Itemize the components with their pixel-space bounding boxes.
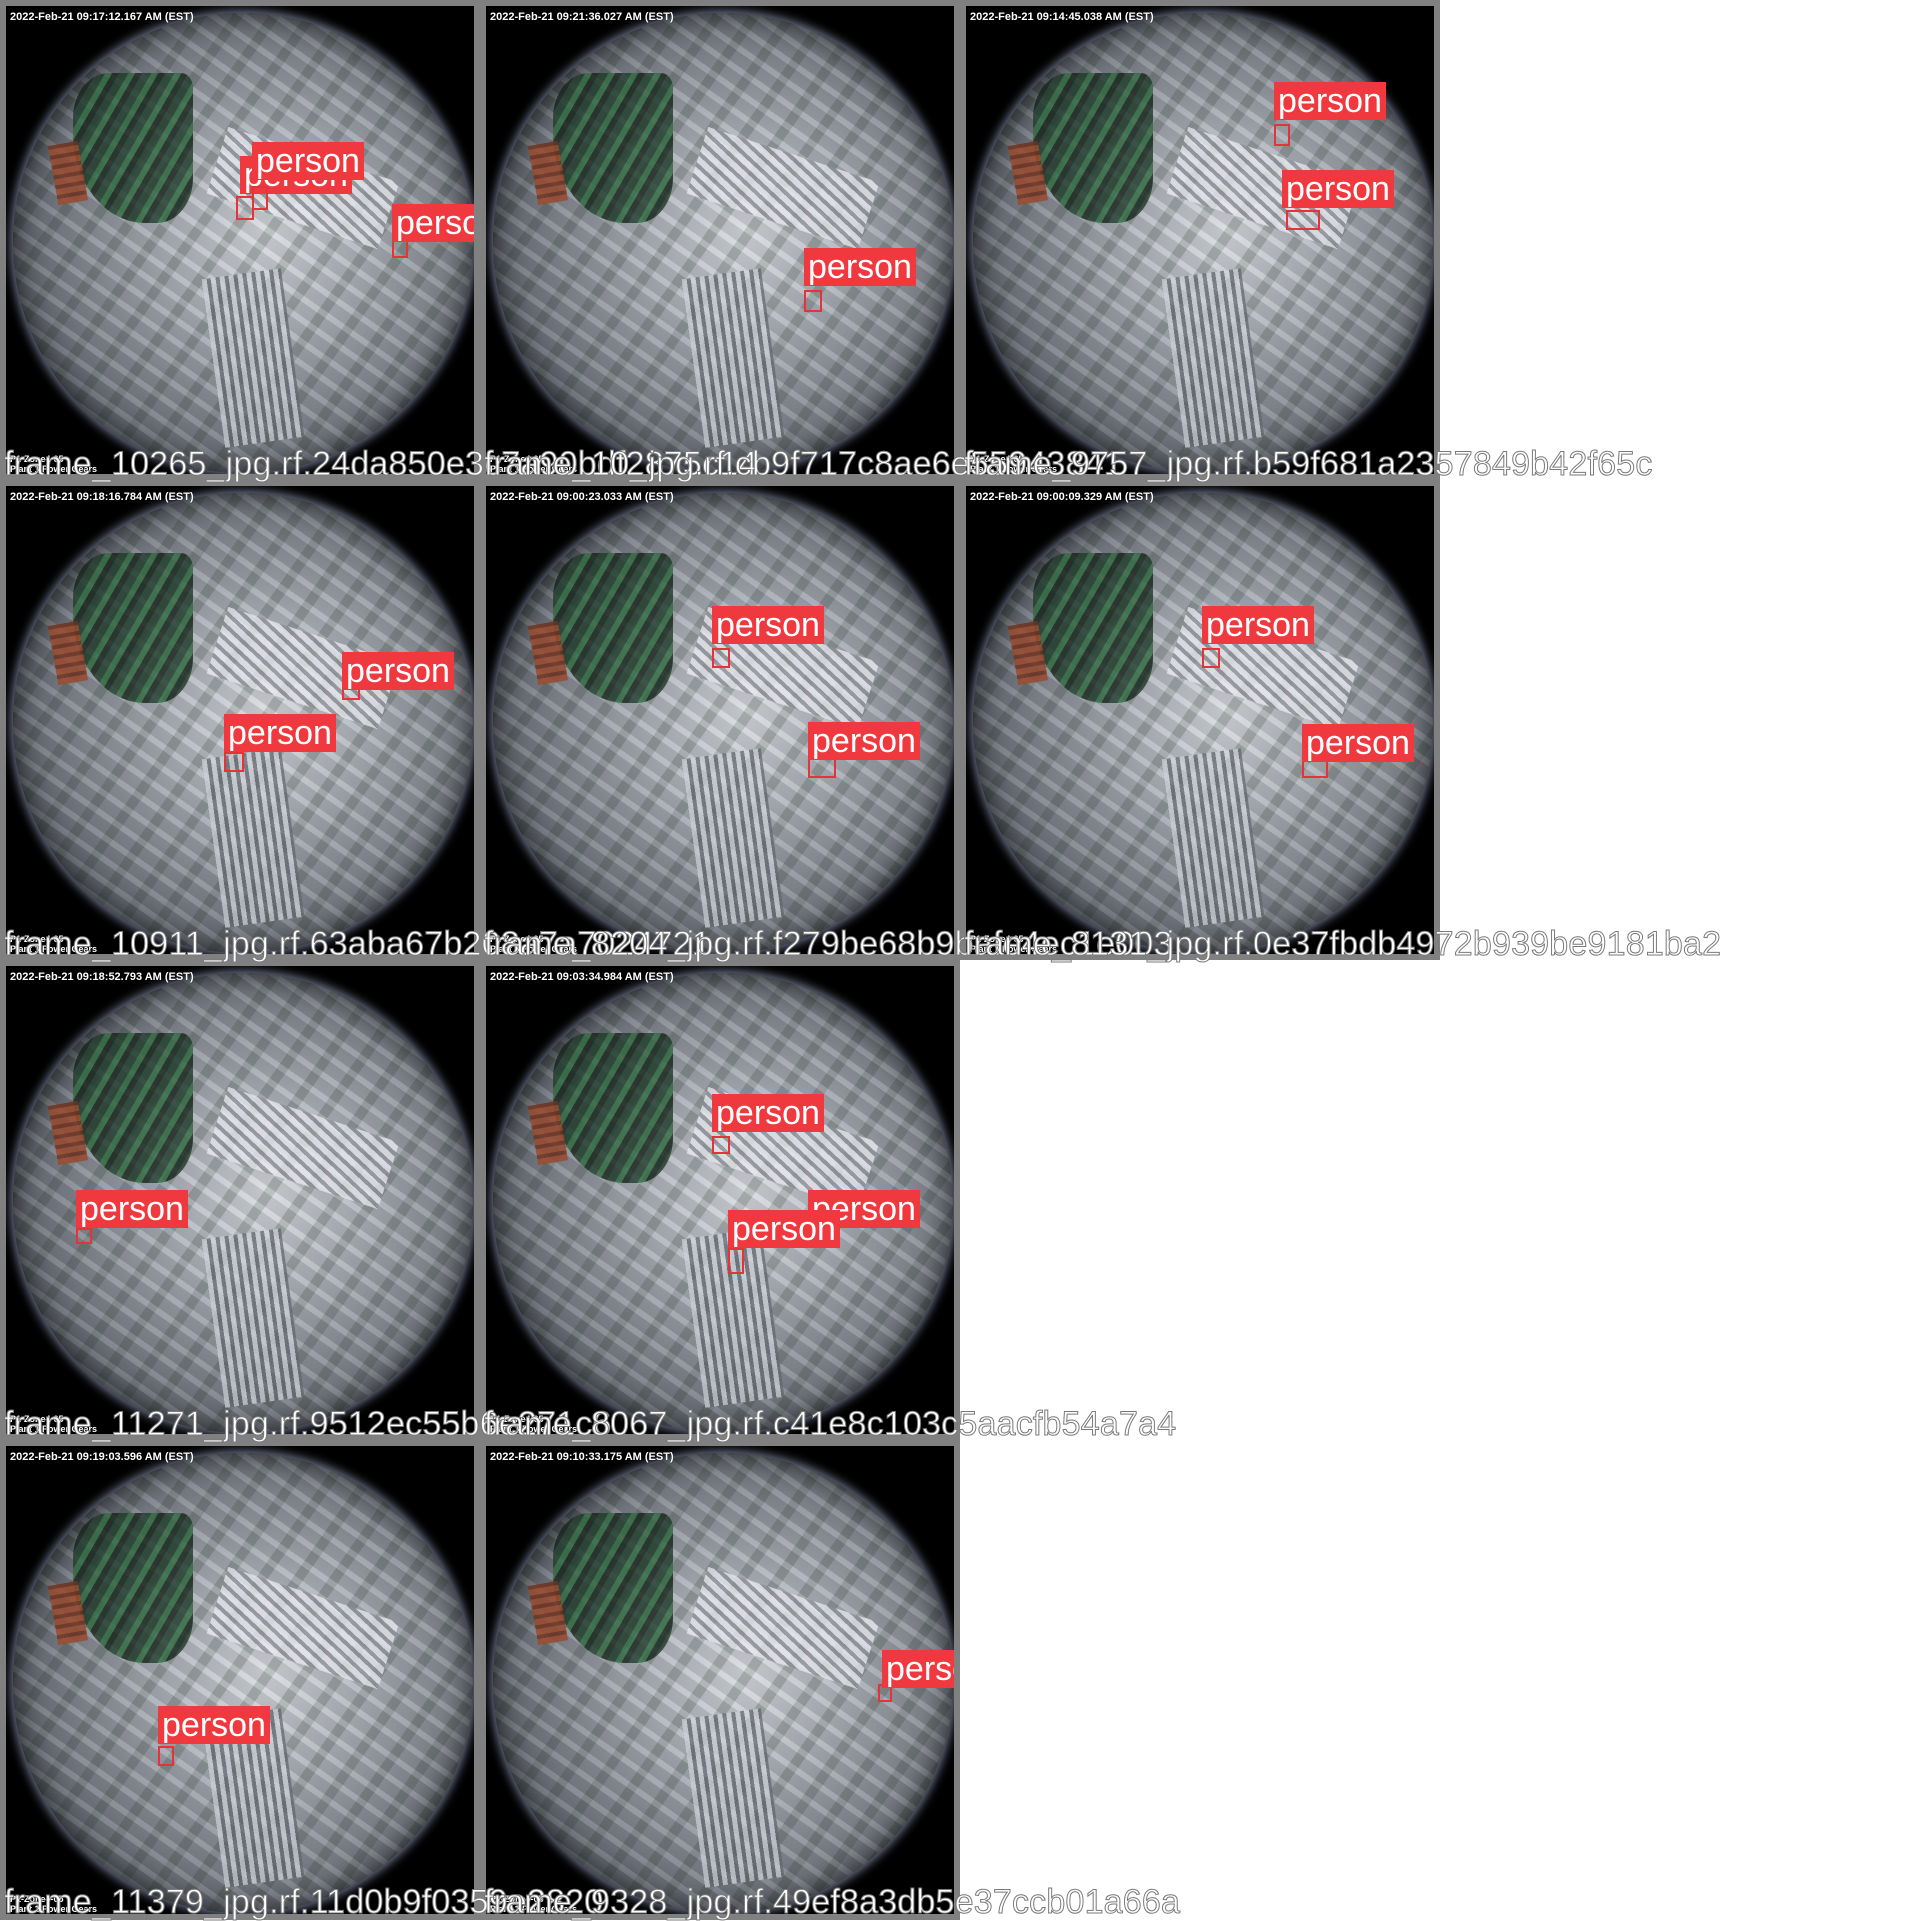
filename-caption: frame_11271_jpg.rf.9512ec55b6e271c6: [4, 1405, 612, 1443]
detection-box: [158, 1746, 174, 1766]
camera-caption: P1-Zone4-05 Plant 1 Power Gears: [490, 1894, 578, 1914]
filename-caption: frame_10911_jpg.rf.63aba67b208a7a7024721: [4, 925, 712, 963]
camera-caption: P1-Zone4-05 Plant 1 Power Gears: [10, 934, 98, 954]
frame-timestamp: 2022-Feb-21 09:00:09.329 AM (EST): [970, 491, 1154, 503]
camera-caption: P1-Zone4-05 Plant 1 Power Gears: [490, 454, 578, 474]
frame-timestamp: 2022-Feb-21 09:14:45.038 AM (EST): [970, 11, 1154, 23]
detection-label: person: [1282, 170, 1394, 208]
filename-caption: frame_8067_jpg.rf.c41e8c103c5aacfb54a7a4: [483, 1405, 1177, 1443]
detection-box: [224, 752, 244, 772]
detection-label: person: [1202, 606, 1314, 644]
detection-label: person: [342, 652, 454, 690]
frame-timestamp: 2022-Feb-21 09:18:16.784 AM (EST): [10, 491, 194, 503]
detection-box: [808, 758, 836, 778]
detection-label: person: [224, 714, 336, 752]
detection-label: person: [392, 204, 474, 242]
camera-frame: 2022-Feb-21 09:00:09.329 AM (EST) P1-Zon…: [966, 486, 1434, 954]
mosaic-tile[interactable]: 2022-Feb-21 09:21:36.027 AM (EST) P1-Zon…: [480, 0, 960, 480]
fisheye-image: [13, 13, 473, 473]
filename-caption: frame_8131_jpg.rf.0e37fbdb4972b939be9181…: [963, 925, 1722, 963]
camera-caption: P1-Zone4-05 Plant 1 Power Gears: [10, 1414, 98, 1434]
camera-frame: 2022-Feb-21 09:14:45.038 AM (EST) P1-Zon…: [966, 6, 1434, 474]
detection-label: person: [882, 1650, 954, 1688]
camera-caption: P1-Zone4-05 Plant 1 Power Gears: [970, 454, 1058, 474]
detection-box: [712, 648, 730, 668]
frame-timestamp: 2022-Feb-21 09:18:52.793 AM (EST): [10, 971, 194, 983]
detection-box: [712, 1136, 730, 1154]
mosaic-tile[interactable]: 2022-Feb-21 09:19:03.596 AM (EST) P1-Zon…: [0, 1440, 480, 1920]
camera-frame: 2022-Feb-21 09:17:12.167 AM (EST) P1-Zon…: [6, 6, 474, 474]
frame-timestamp: 2022-Feb-21 09:21:36.027 AM (EST): [490, 11, 674, 23]
fisheye-image: [13, 1453, 473, 1913]
camera-frame: 2022-Feb-21 09:03:34.984 AM (EST) P1-Zon…: [486, 966, 954, 1434]
fisheye-image: [493, 1453, 953, 1913]
frame-timestamp: 2022-Feb-21 09:19:03.596 AM (EST): [10, 1451, 194, 1463]
detection-label: person: [808, 722, 920, 760]
detection-box: [728, 1248, 744, 1274]
detection-box: [252, 186, 268, 210]
detection-label: person: [712, 606, 824, 644]
frame-timestamp: 2022-Feb-21 09:10:33.175 AM (EST): [490, 1451, 674, 1463]
filename-caption: frame_10265_jpg.rf.24da850e3c7a90bdf2875…: [3, 445, 758, 483]
frame-timestamp: 2022-Feb-21 09:17:12.167 AM (EST): [10, 11, 194, 23]
detection-label: person: [712, 1094, 824, 1132]
camera-caption: P1-Zone4-05 Plant 1 Power Gears: [10, 454, 98, 474]
mosaic-tile[interactable]: 2022-Feb-21 09:18:52.793 AM (EST) P1-Zon…: [0, 960, 480, 1440]
fisheye-image: [493, 13, 953, 473]
camera-caption: P1-Zone4-05 Plant 1 Power Gears: [970, 934, 1058, 954]
camera-frame: 2022-Feb-21 09:21:36.027 AM (EST) P1-Zon…: [486, 6, 954, 474]
camera-caption: P1-Zone4-05 Plant 1 Power Gears: [10, 1894, 98, 1914]
detection-label: person: [1274, 82, 1386, 120]
filename-caption: frame_9328_jpg.rf.49ef8a3db5e37ccb01a66a: [483, 1883, 1181, 1921]
detection-label: person: [1302, 724, 1414, 762]
mosaic-tile[interactable]: 2022-Feb-21 09:18:16.784 AM (EST) P1-Zon…: [0, 480, 480, 960]
detection-box: [804, 290, 822, 312]
camera-frame: 2022-Feb-21 09:19:03.596 AM (EST) P1-Zon…: [6, 1446, 474, 1914]
detection-label: person: [158, 1706, 270, 1744]
mosaic-tile[interactable]: 2022-Feb-21 09:17:12.167 AM (EST) P1-Zon…: [0, 0, 480, 480]
mosaic-tile[interactable]: 2022-Feb-21 09:00:09.329 AM (EST) P1-Zon…: [960, 480, 1440, 960]
mosaic-tile[interactable]: 2022-Feb-21 09:10:33.175 AM (EST) P1-Zon…: [480, 1440, 960, 1920]
filename-caption: frame_8204_jpg.rf.f279be68b9bafe4ec1e003: [484, 925, 1173, 963]
camera-caption: P1-Zone4-05 Plant 1 Power Gears: [490, 1414, 578, 1434]
camera-frame: 2022-Feb-21 09:00:23.033 AM (EST) P1-Zon…: [486, 486, 954, 954]
detection-box: [1202, 648, 1220, 668]
mosaic-tile[interactable]: 2022-Feb-21 09:03:34.984 AM (EST) P1-Zon…: [480, 960, 960, 1440]
mosaic-tile[interactable]: 2022-Feb-21 09:00:23.033 AM (EST) P1-Zon…: [480, 480, 960, 960]
camera-frame: 2022-Feb-21 09:18:16.784 AM (EST) P1-Zon…: [6, 486, 474, 954]
detection-label: person: [808, 1190, 920, 1228]
filename-caption: frame_10_jpg.rf.cb9f717c8ae6e55943841: [484, 445, 1124, 483]
frame-timestamp: 2022-Feb-21 09:00:23.033 AM (EST): [490, 491, 674, 503]
detection-box: [76, 1228, 92, 1244]
detection-label: person: [728, 1210, 840, 1248]
detection-box: [1286, 210, 1320, 230]
mosaic-tile[interactable]: 2022-Feb-21 09:14:45.038 AM (EST) P1-Zon…: [960, 0, 1440, 480]
camera-frame: 2022-Feb-21 09:18:52.793 AM (EST) P1-Zon…: [6, 966, 474, 1434]
detection-label: person: [252, 142, 364, 180]
filename-caption: frame_9757_jpg.rf.b59f681a2357849b42f65c: [964, 445, 1653, 483]
detection-label: person: [76, 1190, 188, 1228]
fisheye-image: [973, 493, 1433, 953]
camera-caption: P1-Zone4-05 Plant 1 Power Gears: [490, 934, 578, 954]
filename-caption: frame_11379_jpg.rf.11d0b9f0359e2820: [3, 1883, 604, 1921]
frame-timestamp: 2022-Feb-21 09:03:34.984 AM (EST): [490, 971, 674, 983]
detection-box: [1274, 124, 1290, 146]
camera-frame: 2022-Feb-21 09:10:33.175 AM (EST) P1-Zon…: [486, 1446, 954, 1914]
detection-label: person: [804, 248, 916, 286]
